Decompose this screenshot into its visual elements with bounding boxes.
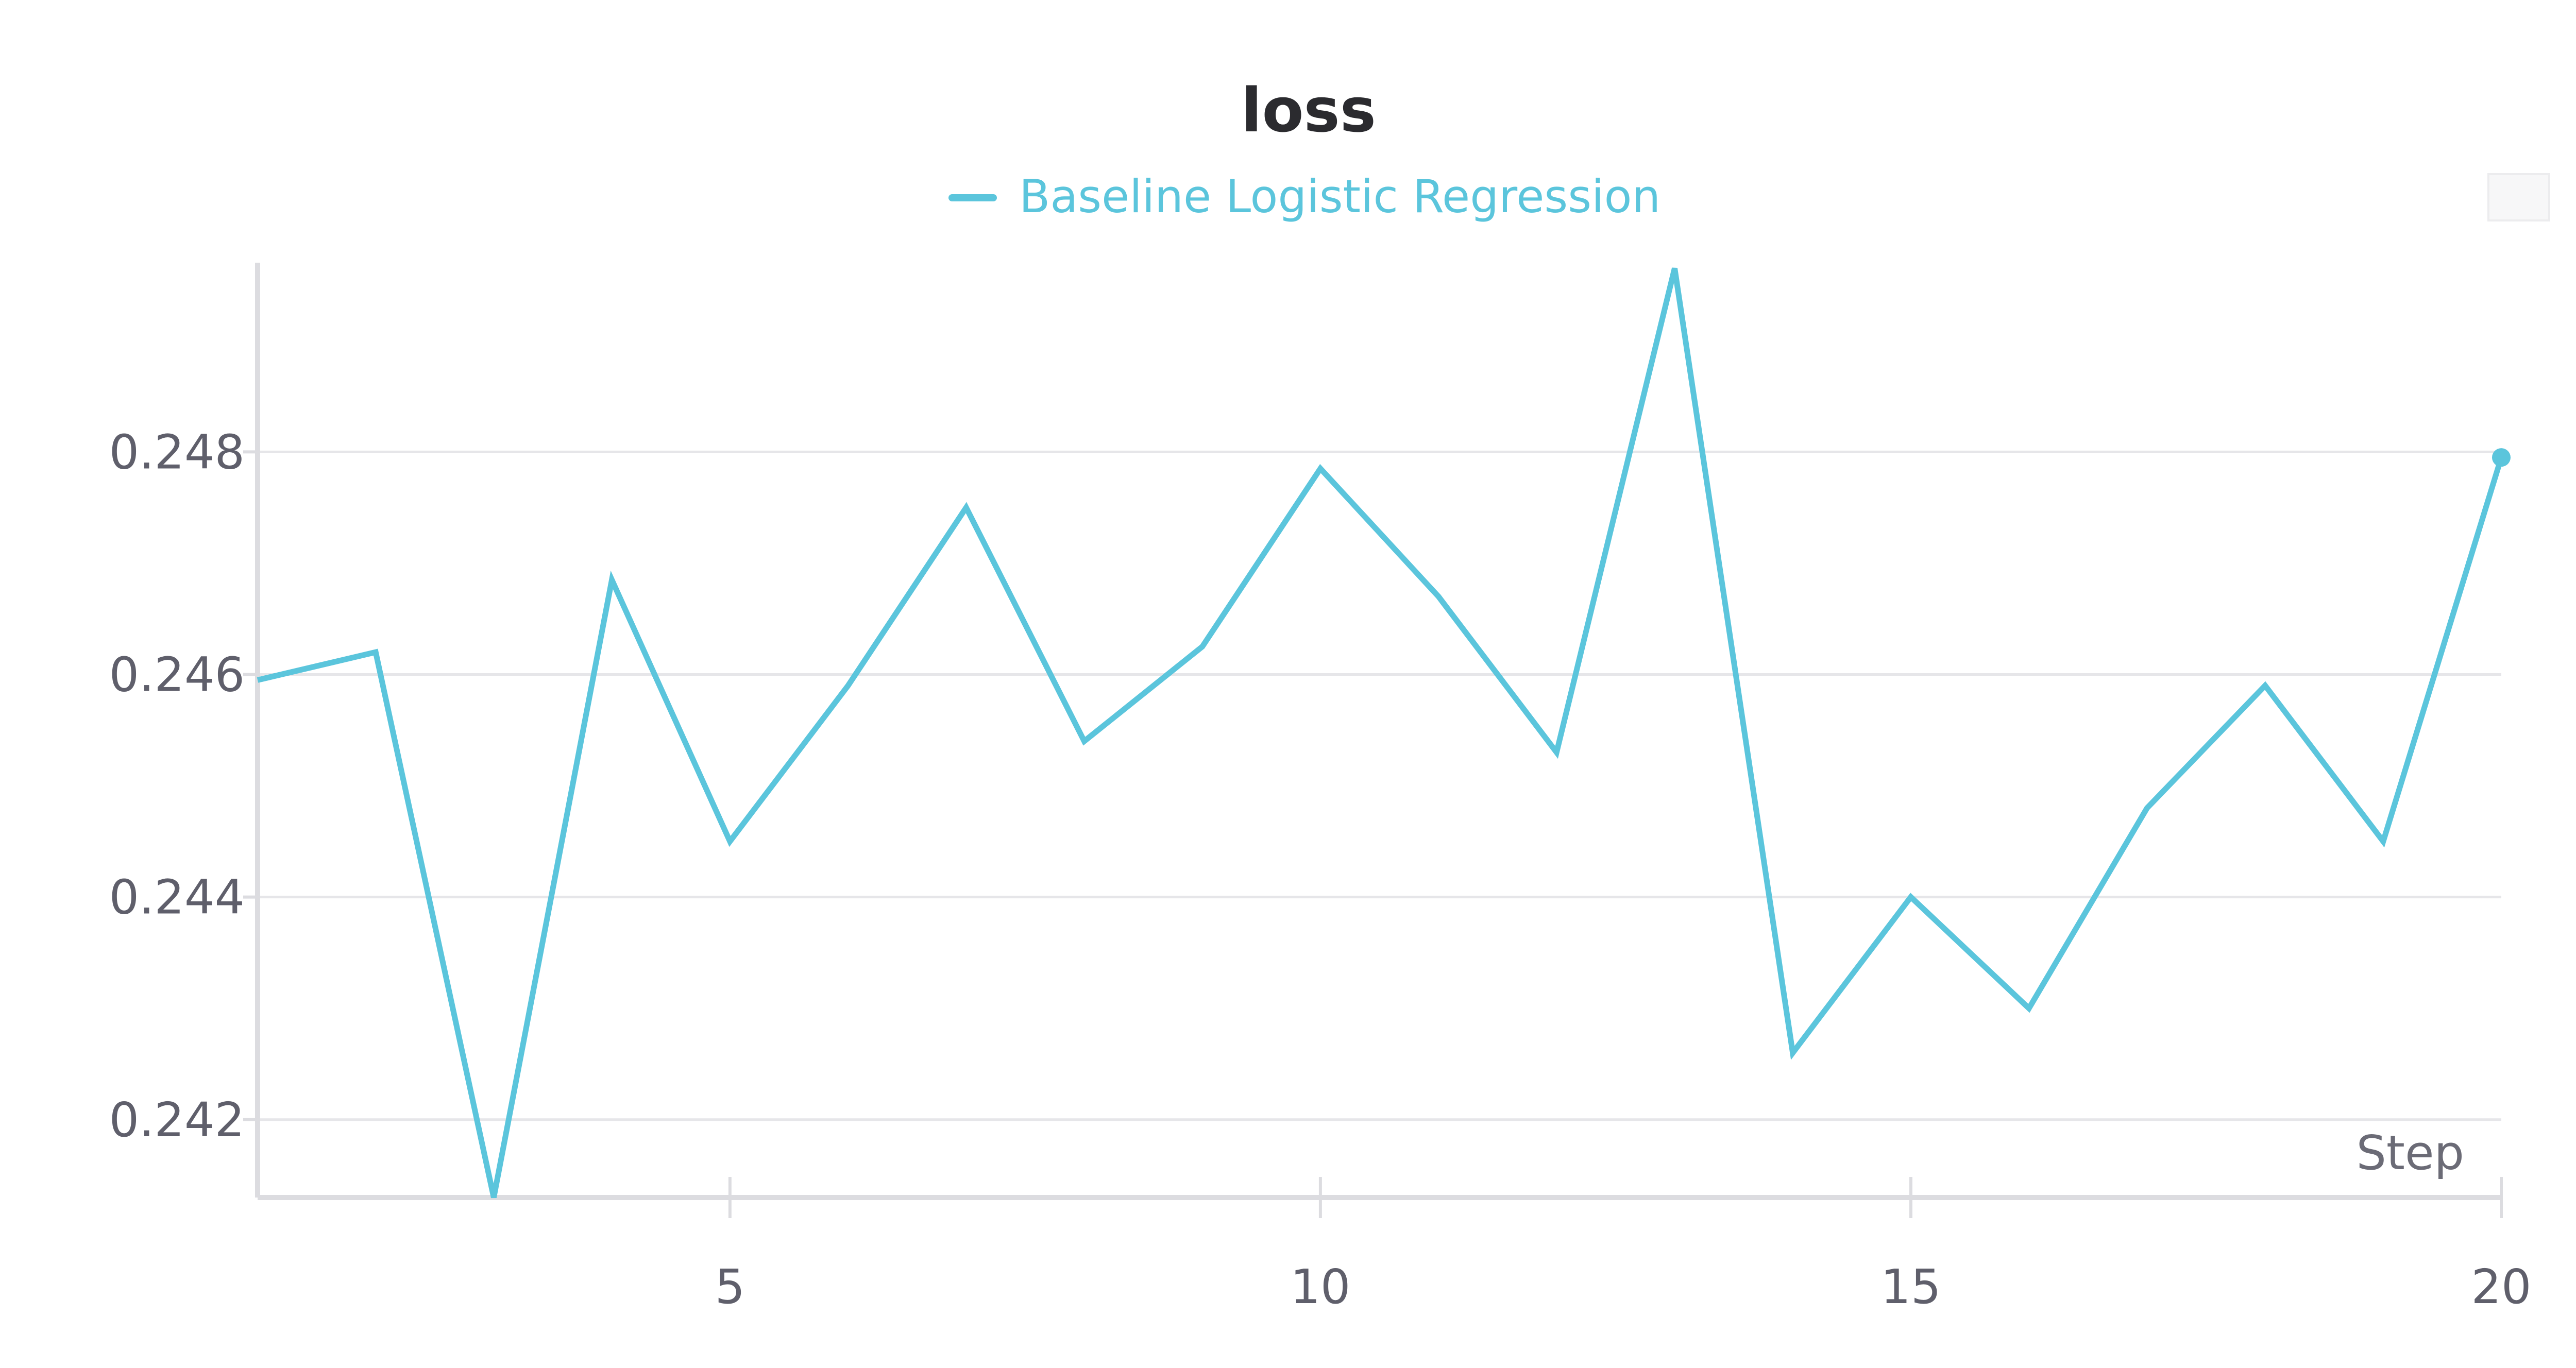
x-tick-label: 20	[2471, 1259, 2531, 1314]
x-tick-label: 15	[1880, 1259, 1941, 1314]
x-axis-label: Step	[2357, 1125, 2464, 1181]
series-line-0	[257, 267, 2504, 1199]
x-tick-label: 10	[1290, 1259, 1350, 1314]
panel-control-button[interactable]	[2487, 173, 2550, 221]
grid-lines	[243, 450, 2501, 1121]
y-tick-labels: 0.242 0.244 0.246 0.248	[109, 424, 245, 1147]
y-tick-label: 0.246	[109, 647, 245, 702]
x-tick-label: 5	[715, 1259, 745, 1314]
y-tick-label: 0.244	[109, 870, 245, 925]
data-point	[2492, 448, 2511, 467]
chart-title: loss	[1241, 75, 1376, 146]
legend-label-baseline-logistic-regression: Baseline Logistic Regression	[1019, 170, 1660, 223]
y-tick-label: 0.242	[109, 1092, 245, 1148]
series-layer	[257, 267, 2511, 1199]
y-tick-label: 0.248	[109, 424, 245, 480]
legend[interactable]: Baseline Logistic Regression	[948, 170, 1660, 223]
x-tick-labels: 5 10 15 20	[715, 1259, 2532, 1314]
axes	[255, 263, 2503, 1218]
